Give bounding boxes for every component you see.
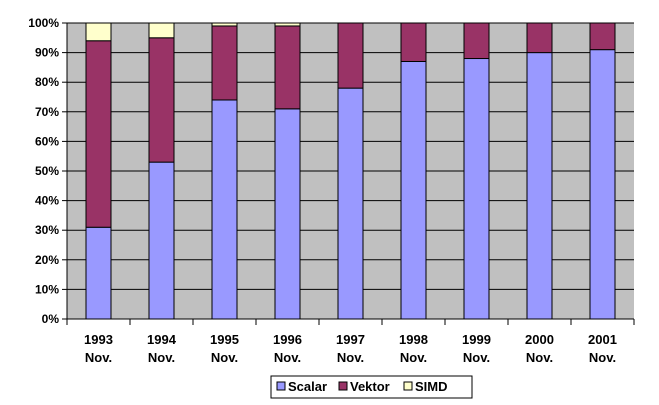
y-tick-label: 100% <box>28 16 59 30</box>
x-tick-label-month: Nov. <box>526 350 553 365</box>
bar-simd-1994 <box>148 22 175 39</box>
x-tick-label-year: 2000 <box>525 332 554 347</box>
y-tick-label: 10% <box>35 282 59 296</box>
bar-scalar-1997 <box>337 87 364 320</box>
legend: Scalar Vektor SIMD <box>270 375 473 399</box>
x-tick-label-month: Nov. <box>463 350 490 365</box>
legend-label-simd: SIMD <box>415 379 448 394</box>
x-tick-label-month: Nov. <box>337 350 364 365</box>
x-tick-label-year: 1998 <box>399 332 428 347</box>
bar-scalar-1998 <box>400 60 427 320</box>
bar-vektor-1996 <box>274 25 301 110</box>
bars <box>85 22 616 320</box>
x-tick-label-year: 1993 <box>84 332 113 347</box>
x-tick-label-year: 1996 <box>273 332 302 347</box>
bar-vektor-1999 <box>463 22 490 60</box>
x-tick-label-year: 1999 <box>462 332 491 347</box>
x-tick-label-year: 1997 <box>336 332 365 347</box>
bar-scalar-1994 <box>148 161 175 320</box>
y-tick-label: 30% <box>35 223 59 237</box>
bar-scalar-2001 <box>589 49 616 320</box>
x-tick-label-year: 2001 <box>588 332 617 347</box>
bar-vektor-1994 <box>148 37 175 163</box>
bar-scalar-1995 <box>211 99 238 320</box>
bar-vektor-1997 <box>337 22 364 89</box>
bar-scalar-1999 <box>463 58 490 320</box>
y-tick-label: 50% <box>35 164 59 178</box>
y-tick-label: 0% <box>42 312 60 326</box>
legend-swatch-scalar <box>276 381 286 391</box>
bar-scalar-1996 <box>274 108 301 320</box>
x-tick-label-month: Nov. <box>274 350 301 365</box>
legend-label-scalar: Scalar <box>288 379 327 394</box>
bar-scalar-2000 <box>526 52 553 320</box>
x-tick-label-year: 1995 <box>210 332 239 347</box>
x-tick-label-month: Nov. <box>589 350 616 365</box>
bar-vektor-1998 <box>400 22 427 62</box>
x-tick-labels: 1993 Nov. 1994 Nov. 1995 Nov. 1996 Nov. 1997 Nov.… <box>84 332 617 365</box>
x-tick-label-month: Nov. <box>148 350 175 365</box>
bar-vektor-2000 <box>526 22 553 54</box>
x-tick-label-month: Nov. <box>85 350 112 365</box>
bar-simd-1996 <box>274 22 301 27</box>
legend-label-vektor: Vektor <box>350 379 390 394</box>
legend-swatch-simd <box>403 381 413 391</box>
bar-vektor-1993 <box>85 40 112 228</box>
x-tick-label-month: Nov. <box>211 350 238 365</box>
axes <box>66 23 635 325</box>
legend-swatch-vektor <box>338 381 348 391</box>
y-tick-label: 60% <box>35 134 59 148</box>
y-tick-labels: 0% 10% 20% 30% 40% 50% 60% 70% 80% 90% 100% <box>28 16 59 326</box>
bar-vektor-2001 <box>589 22 616 51</box>
x-tick-label-year: 1994 <box>147 332 177 347</box>
bar-vektor-1995 <box>211 25 238 101</box>
bar-simd-1993 <box>85 22 112 42</box>
x-tick-label-month: Nov. <box>400 350 427 365</box>
y-tick-label: 90% <box>35 46 59 60</box>
bar-scalar-1993 <box>85 226 112 320</box>
y-tick-label: 70% <box>35 105 59 119</box>
bar-simd-1995 <box>211 22 238 27</box>
legend-box <box>270 375 473 399</box>
y-tick-label: 40% <box>35 194 59 208</box>
y-tick-label: 20% <box>35 253 59 267</box>
y-tick-label: 80% <box>35 75 59 89</box>
